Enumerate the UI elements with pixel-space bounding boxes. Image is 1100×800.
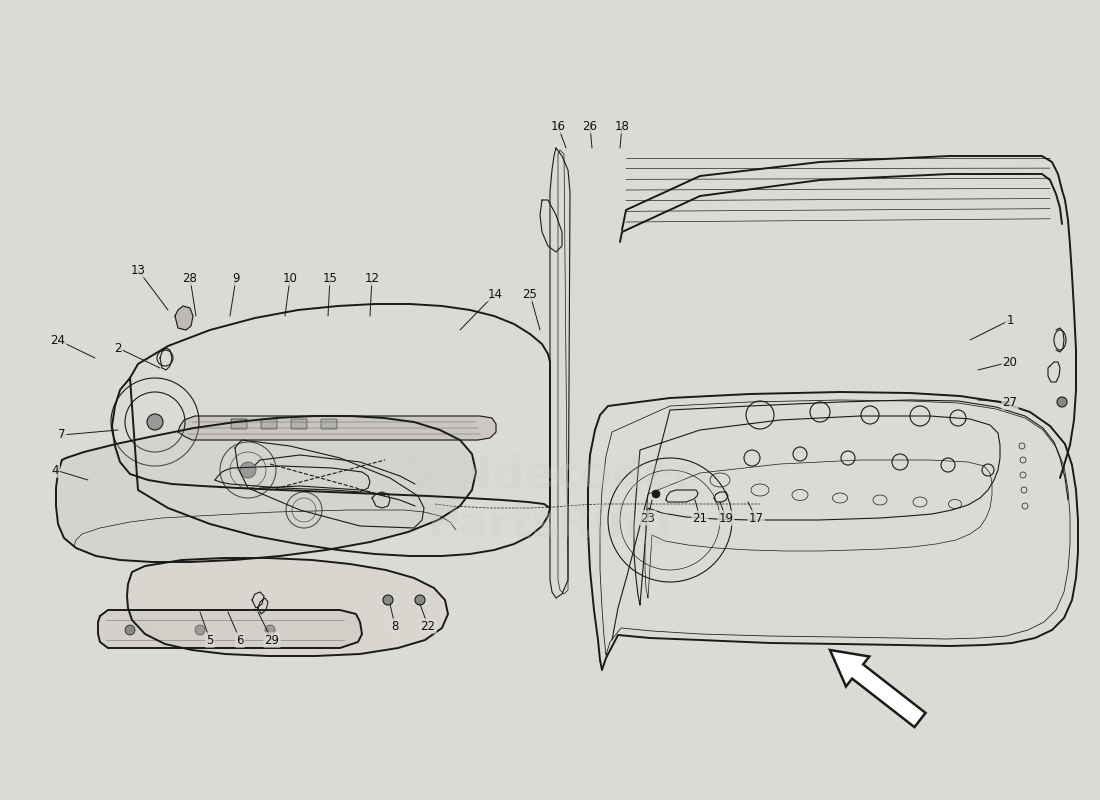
Polygon shape xyxy=(178,416,496,440)
Text: 20: 20 xyxy=(1002,355,1018,369)
Circle shape xyxy=(1057,397,1067,407)
Polygon shape xyxy=(98,610,362,648)
Text: 29: 29 xyxy=(264,634,279,646)
Text: 6: 6 xyxy=(236,634,244,646)
Text: 26: 26 xyxy=(583,119,597,133)
Circle shape xyxy=(383,595,393,605)
Text: 22: 22 xyxy=(420,619,436,633)
FancyBboxPatch shape xyxy=(261,419,277,429)
Text: 16: 16 xyxy=(550,119,565,133)
Text: VINdecoder
PartsRing: VINdecoder PartsRing xyxy=(405,454,695,546)
Circle shape xyxy=(125,625,135,635)
Text: 18: 18 xyxy=(615,119,629,133)
Text: 5: 5 xyxy=(207,634,213,646)
Text: 1: 1 xyxy=(1006,314,1014,326)
Text: 8: 8 xyxy=(392,619,398,633)
Text: 19: 19 xyxy=(718,511,734,525)
Circle shape xyxy=(195,625,205,635)
Text: 10: 10 xyxy=(283,271,297,285)
Text: 27: 27 xyxy=(1002,395,1018,409)
Circle shape xyxy=(415,595,425,605)
Text: 17: 17 xyxy=(748,511,763,525)
Circle shape xyxy=(265,625,275,635)
Text: 12: 12 xyxy=(364,271,380,285)
Text: 21: 21 xyxy=(693,511,707,525)
Polygon shape xyxy=(126,558,448,656)
Text: 28: 28 xyxy=(183,271,197,285)
Text: 14: 14 xyxy=(487,287,503,301)
FancyBboxPatch shape xyxy=(231,419,248,429)
Text: 24: 24 xyxy=(51,334,66,346)
Circle shape xyxy=(240,462,256,478)
Polygon shape xyxy=(56,416,476,562)
FancyBboxPatch shape xyxy=(292,419,307,429)
Text: 23: 23 xyxy=(640,511,656,525)
Polygon shape xyxy=(175,306,192,330)
FancyBboxPatch shape xyxy=(321,419,337,429)
Text: 9: 9 xyxy=(232,271,240,285)
Circle shape xyxy=(652,490,660,498)
Text: 2: 2 xyxy=(114,342,122,354)
Text: 25: 25 xyxy=(522,287,538,301)
Text: 7: 7 xyxy=(58,429,66,442)
Text: 15: 15 xyxy=(322,271,338,285)
Text: 13: 13 xyxy=(131,263,145,277)
Text: 4: 4 xyxy=(52,463,58,477)
FancyArrow shape xyxy=(830,650,925,727)
Circle shape xyxy=(147,414,163,430)
